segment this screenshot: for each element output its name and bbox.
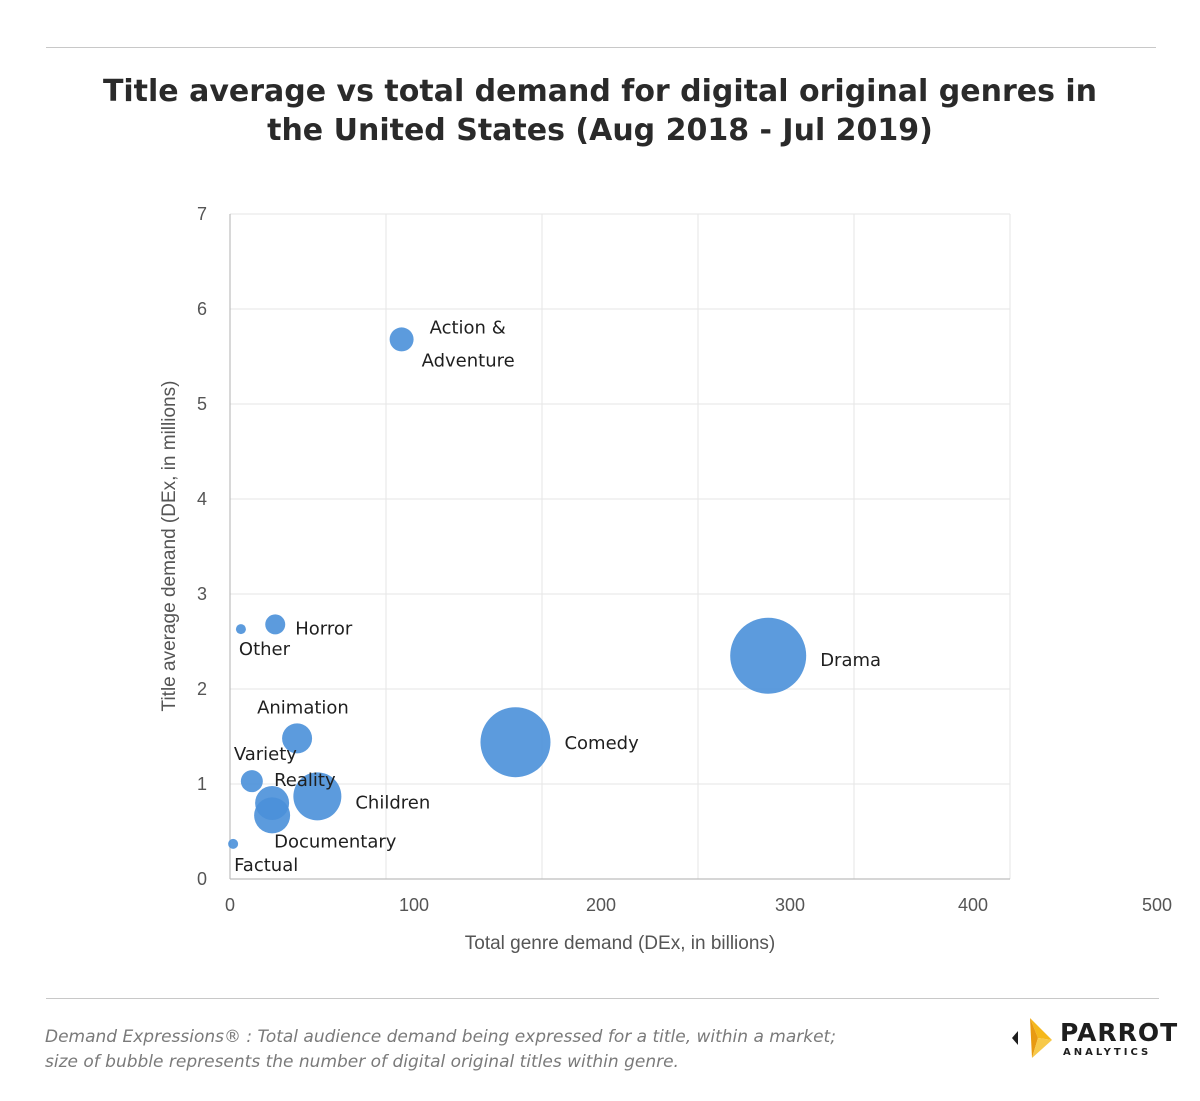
logo-wordmark: PARROT (1060, 1018, 1179, 1047)
parrot-analytics-logo: PARROT ANALYTICS (1008, 1014, 1177, 1062)
bubble-other (235, 624, 246, 635)
y-tick-label-1: 1 (197, 774, 207, 794)
bubble-label-children: Children (355, 792, 430, 813)
bubble-documentary (254, 797, 291, 834)
x-tick-label-500: 500 (1142, 895, 1172, 915)
x-axis-label: Total genre demand (DEx, in billions) (465, 933, 776, 954)
chart-title-line-2: the United States (Aug 2018 - Jul 2019) (267, 113, 933, 148)
y-tick-label-5: 5 (197, 394, 207, 414)
bubble-animation (282, 723, 313, 754)
top-divider (46, 47, 1156, 48)
bubble-label-action: Action & (430, 317, 506, 338)
axes (229, 214, 1010, 880)
x-tick-label-200: 200 (586, 895, 616, 915)
grid-lines (230, 213, 1011, 879)
y-tick-label-6: 6 (197, 299, 207, 319)
bubble-chart: 0 1 2 3 4 5 6 7 0 100 200 300 400 500 Action & Adventu… (159, 204, 1172, 954)
bubble-label-other: Other (239, 639, 291, 660)
chart-title-line-1: Title average vs total demand for digita… (102, 74, 1098, 109)
y-tick-label-4: 4 (197, 489, 207, 509)
chart-title: Title average vs total demand for digita… (0, 72, 1200, 150)
bubble-horror (265, 614, 286, 635)
bottom-divider (46, 998, 1159, 999)
bubble-label-variety: Variety (234, 744, 297, 765)
x-tick-label-300: 300 (775, 895, 805, 915)
bubble-label-reality: Reality (274, 770, 336, 791)
bubble-action (389, 327, 414, 352)
y-axis-label: Title average demand (DEx, in millions) (159, 381, 180, 712)
bubble-label-action-line-2: Adventure (422, 350, 515, 371)
tick-labels: 0 1 2 3 4 5 6 7 0 100 200 300 400 500 (197, 204, 1172, 915)
bubble-label-factual: Factual (234, 855, 298, 876)
y-tick-label-3: 3 (197, 584, 207, 604)
footnote-line-2: size of bubble represents the number of … (45, 1052, 679, 1072)
bubble-factual (228, 838, 239, 849)
bubble-label-drama: Drama (820, 650, 881, 671)
bubble-label-comedy: Comedy (564, 733, 639, 754)
footnote: Demand Expressions® : Total audience dem… (45, 1025, 836, 1075)
footnote-line-1: Demand Expressions® : Total audience dem… (45, 1027, 836, 1047)
bubble-label-animation: Animation (257, 697, 349, 718)
bubble-children (293, 772, 342, 821)
bubble-variety (240, 770, 263, 793)
y-tick-label-2: 2 (197, 679, 207, 699)
bubbles (228, 327, 807, 849)
y-tick-label-0: 0 (197, 869, 207, 889)
y-tick-label-7: 7 (197, 204, 207, 224)
parrot-logo-icon (1012, 1018, 1052, 1058)
bubble-comedy (480, 707, 551, 778)
x-tick-label-400: 400 (958, 895, 988, 915)
bubble-drama (730, 617, 807, 694)
x-tick-label-0: 0 (225, 895, 235, 915)
bubble-label-documentary: Documentary (274, 831, 397, 852)
logo-subtitle: ANALYTICS (1063, 1047, 1152, 1058)
bubble-label-horror: Horror (295, 618, 353, 639)
x-tick-label-100: 100 (399, 895, 429, 915)
